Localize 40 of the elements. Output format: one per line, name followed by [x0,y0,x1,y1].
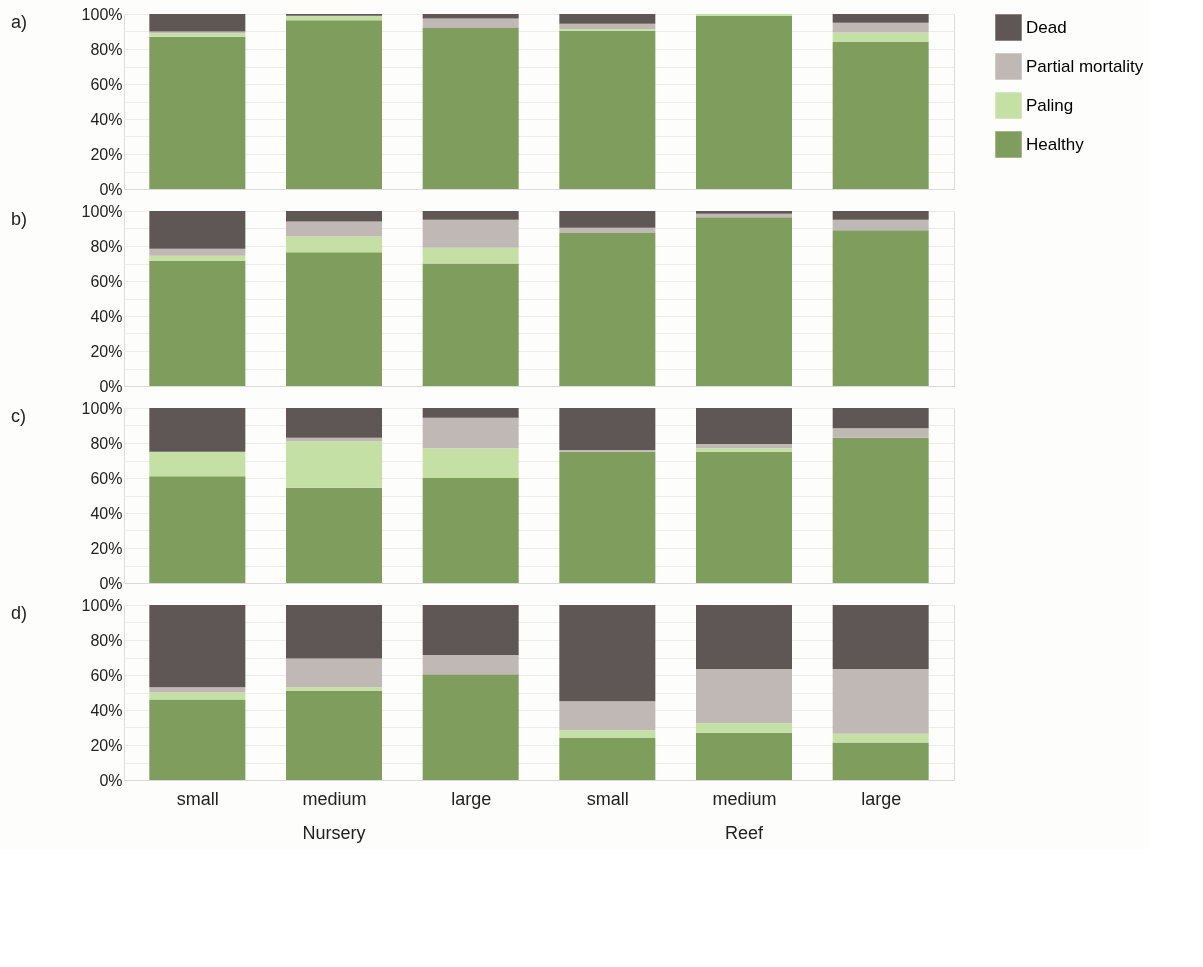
y-tick-label: 60% [90,75,123,93]
y-tick-label: 80% [90,237,123,255]
y-tick-label: 80% [90,434,123,452]
x-tick-label: medium [302,788,367,809]
y-tick-label: 40% [90,504,123,522]
y-tick-label: 0% [99,377,123,395]
legend-label: Paling [1026,95,1074,115]
chart-title: c) [11,406,27,426]
y-tick-label: 40% [90,110,123,128]
y-tick-label: 60% [90,469,123,487]
text: Nursery [302,823,366,843]
y-tick-label: 80% [90,631,123,649]
chart-title: b) [11,209,28,229]
y-tick-label: 60% [90,272,123,290]
legend-label: Dead [1026,17,1067,37]
x-tick-label: small [586,788,629,809]
y-tick-label: 100% [81,202,123,220]
x-tick-label: medium [712,788,777,809]
legend-label: Healthy [1026,134,1085,154]
legend-label: Partial mortality [1026,56,1144,76]
y-tick-label: 20% [90,539,123,557]
x-tick-label: large [451,788,492,809]
y-tick-label: 80% [90,40,123,58]
chart-title: d) [11,603,28,623]
x-tick-label: small [176,788,219,809]
y-tick-label: 40% [90,307,123,325]
x-tick-label: large [861,788,902,809]
y-tick-label: 20% [90,736,123,754]
y-tick-label: 60% [90,666,123,684]
y-tick-label: 20% [90,342,123,360]
y-tick-label: 100% [81,5,123,23]
chart-title: a) [11,12,28,32]
y-tick-label: 100% [81,399,123,417]
y-tick-label: 0% [99,180,123,198]
y-tick-label: 40% [90,701,123,719]
text: Reef [724,823,764,843]
y-tick-label: 0% [99,771,123,789]
y-tick-label: 0% [99,574,123,592]
y-tick-label: 100% [81,596,123,614]
y-tick-label: 20% [90,145,123,163]
